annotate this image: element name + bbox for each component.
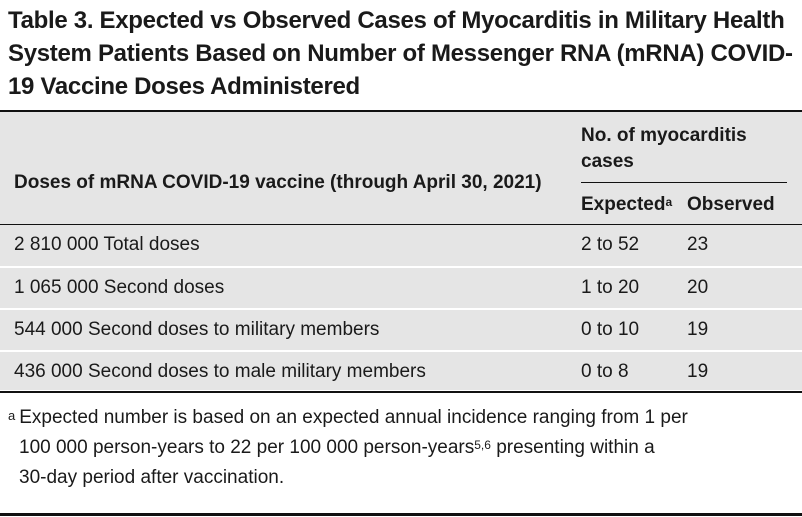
footnote-mark: a: [8, 408, 16, 423]
expected-cell: 2 to 52: [581, 234, 640, 255]
myocarditis-cases-group-header: No. of myocarditis cases: [581, 125, 747, 172]
footnote-marker: a: [665, 195, 673, 209]
observed-cell: 20: [687, 277, 709, 298]
header-rule: [0, 224, 802, 225]
observed-cell: 19: [687, 319, 709, 340]
row-separator: [0, 308, 802, 310]
table-row: 436 000 Second doses to male military me…: [0, 352, 802, 394]
doses-cell: 1 065 000 Second doses: [14, 277, 225, 298]
expected-cell: 1 to 20: [581, 277, 640, 298]
table-row: 2 810 000 Total doses 2 to 52 23: [0, 225, 802, 267]
expected-header-label: Expected: [581, 194, 666, 215]
footnote-text-1: Expected number is based on an expected …: [19, 407, 688, 428]
footnote-references: 5,6: [474, 438, 491, 452]
table-top-rule: [0, 110, 802, 112]
table-body: [0, 112, 802, 390]
footnote-text-2-end: presenting within a: [490, 437, 655, 458]
group-header-rule: [581, 182, 787, 183]
table-bottom-rule: [0, 391, 802, 393]
doses-column-header: Doses of mRNA COVID-19 vaccine (through …: [14, 172, 542, 193]
footnote-line-3: 30-day period after vaccination.: [19, 467, 285, 488]
table-footnote: a Expected number is based on an expected…: [8, 403, 798, 493]
footnote-text-2: 100 000 person-years to 22 per 100 000 p…: [19, 437, 475, 458]
table-title: Table 3. Expected vs Observed Cases of M…: [8, 7, 793, 100]
footnote-line-1: a Expected number is based on an expected…: [8, 403, 798, 433]
expected-column-header: Expecteda: [581, 193, 672, 217]
doses-cell: 436 000 Second doses to male military me…: [14, 361, 426, 382]
observed-cell: 23: [687, 234, 709, 255]
observed-cell: 19: [687, 361, 709, 382]
footnote-line-2: 100 000 person-years to 22 per 100 000 p…: [8, 433, 798, 463]
page-bottom-rule: [0, 513, 802, 516]
row-separator: [0, 350, 802, 352]
expected-cell: 0 to 10: [581, 319, 640, 340]
table-row: 544 000 Second doses to military members…: [0, 310, 802, 352]
doses-cell: 2 810 000 Total doses: [14, 234, 200, 255]
observed-column-header: Observed: [687, 194, 775, 215]
expected-cell: 0 to 8: [581, 361, 629, 382]
table-row: 1 065 000 Second doses 1 to 20 20: [0, 268, 802, 310]
row-separator: [0, 266, 802, 268]
doses-cell: 544 000 Second doses to military members: [14, 319, 380, 340]
